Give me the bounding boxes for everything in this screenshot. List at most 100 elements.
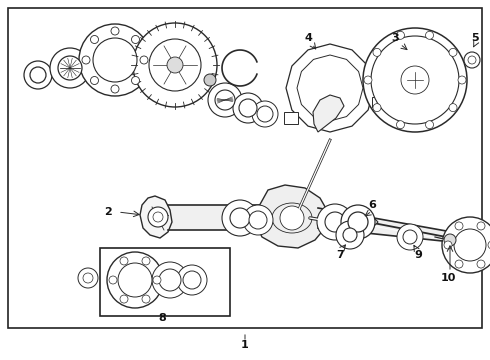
Circle shape	[208, 83, 242, 117]
Circle shape	[111, 85, 119, 93]
Circle shape	[444, 234, 456, 246]
Text: 7: 7	[336, 250, 344, 260]
Circle shape	[149, 39, 201, 91]
Circle shape	[455, 260, 463, 268]
Circle shape	[371, 36, 459, 124]
Circle shape	[152, 262, 188, 298]
Circle shape	[477, 260, 485, 268]
Circle shape	[215, 90, 235, 110]
Polygon shape	[313, 95, 344, 132]
Circle shape	[148, 207, 168, 227]
Circle shape	[153, 212, 163, 222]
Circle shape	[488, 241, 490, 249]
Circle shape	[131, 77, 140, 85]
Circle shape	[455, 222, 463, 230]
Circle shape	[78, 268, 98, 288]
Circle shape	[341, 205, 375, 239]
Circle shape	[233, 93, 263, 123]
Circle shape	[348, 212, 368, 232]
Circle shape	[396, 121, 404, 129]
Circle shape	[364, 76, 372, 84]
Circle shape	[50, 48, 90, 88]
Circle shape	[30, 67, 46, 83]
Circle shape	[343, 228, 357, 242]
Circle shape	[140, 56, 148, 64]
Circle shape	[118, 263, 152, 297]
Circle shape	[183, 271, 201, 289]
Polygon shape	[255, 185, 328, 248]
Circle shape	[153, 276, 161, 284]
Circle shape	[401, 66, 429, 94]
Circle shape	[468, 56, 476, 64]
Circle shape	[204, 74, 216, 86]
Circle shape	[403, 230, 417, 244]
Polygon shape	[318, 208, 452, 242]
Circle shape	[111, 27, 119, 35]
Circle shape	[477, 222, 485, 230]
Text: 4: 4	[304, 33, 312, 43]
Bar	[372, 97, 383, 107]
Bar	[100, 248, 230, 316]
Text: 9: 9	[414, 250, 422, 260]
Circle shape	[107, 252, 163, 308]
Circle shape	[131, 36, 140, 44]
Circle shape	[58, 56, 82, 80]
Circle shape	[373, 104, 381, 112]
Polygon shape	[350, 213, 378, 228]
Circle shape	[177, 265, 207, 295]
Circle shape	[444, 241, 452, 249]
Bar	[8, 8, 482, 328]
Circle shape	[464, 52, 480, 68]
Text: 6: 6	[368, 200, 376, 210]
Circle shape	[336, 221, 364, 249]
Circle shape	[249, 211, 267, 229]
Circle shape	[109, 276, 117, 284]
Circle shape	[120, 295, 128, 303]
Circle shape	[120, 257, 128, 265]
Circle shape	[24, 61, 52, 89]
Circle shape	[79, 24, 151, 96]
Text: 8: 8	[158, 313, 166, 323]
Circle shape	[142, 295, 150, 303]
Bar	[168, 205, 270, 230]
Circle shape	[230, 208, 250, 228]
Circle shape	[383, 48, 447, 112]
Circle shape	[159, 269, 181, 291]
Circle shape	[243, 205, 273, 235]
Circle shape	[373, 48, 381, 57]
Circle shape	[82, 56, 90, 64]
Circle shape	[133, 23, 217, 107]
Text: 10: 10	[441, 273, 456, 283]
Polygon shape	[140, 196, 172, 238]
Circle shape	[449, 48, 457, 57]
Polygon shape	[286, 44, 374, 132]
Text: 1: 1	[241, 340, 249, 350]
Circle shape	[425, 31, 434, 39]
Bar	[284, 112, 298, 124]
Text: 5: 5	[471, 33, 479, 43]
Circle shape	[222, 200, 258, 236]
Circle shape	[363, 28, 467, 132]
Text: 2: 2	[104, 207, 112, 217]
Text: 3: 3	[391, 33, 399, 43]
Circle shape	[449, 104, 457, 112]
Circle shape	[93, 38, 137, 82]
Circle shape	[239, 99, 257, 117]
Circle shape	[325, 212, 345, 232]
Circle shape	[83, 273, 93, 283]
Circle shape	[425, 121, 434, 129]
Circle shape	[252, 101, 278, 127]
Circle shape	[396, 31, 404, 39]
Circle shape	[442, 217, 490, 273]
Circle shape	[280, 206, 304, 230]
Circle shape	[257, 106, 273, 122]
Circle shape	[454, 229, 486, 261]
Circle shape	[317, 204, 353, 240]
Circle shape	[458, 76, 466, 84]
Circle shape	[397, 224, 423, 250]
Circle shape	[142, 257, 150, 265]
Circle shape	[91, 36, 98, 44]
Circle shape	[91, 77, 98, 85]
Polygon shape	[297, 55, 363, 121]
Circle shape	[167, 57, 183, 73]
